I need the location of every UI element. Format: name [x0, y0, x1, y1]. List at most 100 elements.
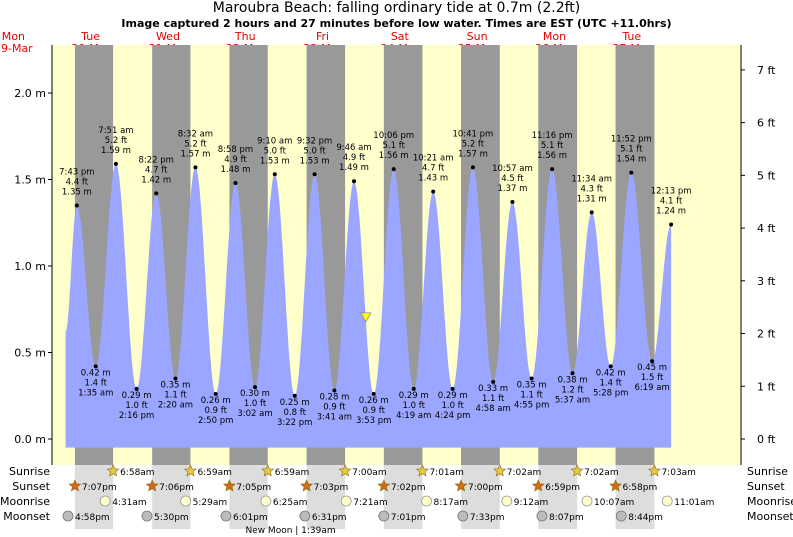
tide-label: 5:37 am — [555, 395, 590, 405]
tide-point — [74, 203, 79, 208]
left-tick-label: 1.5 m — [14, 174, 46, 187]
tide-label: 1.54 m — [616, 155, 646, 165]
tide-label: 7:51 am — [98, 126, 133, 136]
tide-label: 6:19 am — [634, 383, 669, 393]
tide-label: 0.9 ft — [205, 406, 228, 416]
sunset-time: 7:03pm — [314, 483, 349, 493]
sunrise-icon — [493, 464, 507, 477]
tide-label: 1.53 m — [260, 156, 290, 166]
row-label-right: Moonrise — [747, 495, 793, 508]
sunset-time: 7:00pm — [468, 483, 503, 493]
tide-label: 4.1 ft — [660, 196, 683, 206]
moonset-time: 4:58pm — [75, 513, 110, 523]
tide-point — [629, 170, 634, 175]
sunset-time: 6:59pm — [545, 483, 580, 493]
sunrise-time: 6:59am — [275, 468, 310, 478]
row-label-right: Sunrise — [747, 465, 788, 478]
tide-point — [352, 179, 357, 184]
tide-label: 1.0 ft — [441, 401, 464, 411]
day-name: Wed — [156, 30, 180, 43]
tide-label: 1.49 m — [339, 163, 369, 173]
tide-point — [233, 180, 238, 185]
sunrise-icon — [106, 464, 120, 477]
moonrise-icon — [421, 495, 432, 507]
row-label-left: Moonset — [3, 510, 50, 523]
tide-point — [253, 385, 258, 390]
moonset-time: 7:01pm — [391, 513, 426, 523]
tide-label: 1.56 m — [379, 151, 409, 161]
tide-label: 10:41 pm — [452, 129, 493, 139]
axes: 0.0 m 0.5 m 1.0 m 1.5 m 2.0 m 0 ft 1 ft 2 ft 3 f… — [14, 45, 776, 465]
tide-label: 9:32 pm — [297, 136, 332, 146]
sunrise-icon — [415, 464, 429, 477]
tide-label: 1.43 m — [418, 174, 448, 184]
moonrise-time: 4:31am — [112, 498, 147, 508]
tide-label: 11:34 am — [571, 174, 612, 184]
day-name: Sat — [391, 30, 410, 43]
sunrise-icon — [338, 464, 352, 477]
tide-label: 0.8 ft — [284, 408, 307, 418]
tide-label: 1.0 ft — [244, 399, 267, 409]
tide-label: 7:43 pm — [59, 167, 94, 177]
sunset-time: 7:07pm — [82, 483, 117, 493]
moonrise-icon — [661, 495, 673, 507]
tide-label: 4:55 pm — [514, 400, 549, 410]
sunrise-icon — [648, 464, 661, 477]
moonrise-icon — [501, 495, 513, 507]
right-tick-label: 4 ft — [757, 222, 776, 235]
tide-point — [391, 167, 396, 172]
tide-point — [570, 371, 575, 376]
tide-label: 0.45 m — [637, 363, 667, 373]
tide-area — [65, 163, 672, 448]
sunset-time: 6:58pm — [623, 483, 658, 493]
moonrise-icon — [581, 495, 593, 507]
day-name: Mon — [543, 30, 566, 43]
sunrise-time: 7:03am — [661, 468, 696, 478]
tide-label: 5.1 ft — [383, 141, 406, 151]
tide-label: 8:58 pm — [218, 145, 253, 155]
tide-label: 3:53 pm — [356, 416, 391, 426]
right-tick-label: 6 ft — [757, 117, 776, 130]
sunset-time: 7:05pm — [236, 483, 271, 493]
tide-label: 4.9 ft — [224, 155, 247, 165]
tide-label: 0.29 m — [399, 391, 429, 401]
tide-label: 0.29 m — [122, 391, 152, 401]
tide-label: 1.1 ft — [164, 390, 187, 400]
tide-point — [292, 393, 297, 398]
tide-label: 1:35 am — [78, 388, 113, 398]
tide-label: 0.9 ft — [323, 403, 346, 413]
moonrise-icon — [180, 495, 192, 507]
tide-point — [411, 386, 416, 391]
tide-label: 0.25 m — [280, 398, 310, 408]
right-tick-label: 7 ft — [757, 64, 776, 77]
tide-label: 5:28 pm — [593, 388, 628, 398]
sunset-icon — [300, 479, 314, 492]
right-tick-label: 1 ft — [757, 380, 776, 393]
left-tick-label: 0.5 m — [14, 347, 46, 360]
tide-label: 0.30 m — [240, 389, 270, 399]
moonset-time: 6:01pm — [233, 513, 268, 523]
tide-point — [669, 222, 674, 227]
sunset-icon — [531, 479, 545, 492]
tide-point — [450, 386, 455, 391]
tide-label: 1.48 m — [221, 165, 251, 175]
tide-label: 0.38 m — [558, 375, 588, 385]
moonset-time: 6:31pm — [312, 513, 347, 523]
row-label-left: Sunset — [12, 480, 50, 493]
sunset-icon — [145, 479, 159, 492]
tide-label: 1.59 m — [101, 146, 131, 156]
tide-label: 1.0 ft — [125, 401, 148, 411]
tide-point — [608, 364, 613, 369]
tide-label: 1.1 ft — [520, 390, 543, 400]
tide-label: 1.37 m — [497, 184, 527, 194]
tide-labels: 7:43 pm4.4 ft1.35 m0.42 m1.4 ft1:35 am7:… — [59, 126, 691, 428]
tide-point — [312, 172, 317, 177]
tide-point — [272, 172, 277, 177]
day-name: Tue — [621, 30, 641, 43]
day-name: Sun — [467, 30, 488, 43]
day-name: Fri — [316, 30, 329, 43]
tide-point — [529, 376, 534, 381]
tide-label: 10:21 am — [413, 154, 454, 164]
tide-point — [332, 388, 337, 393]
sunrise-time: 6:59am — [197, 468, 232, 478]
